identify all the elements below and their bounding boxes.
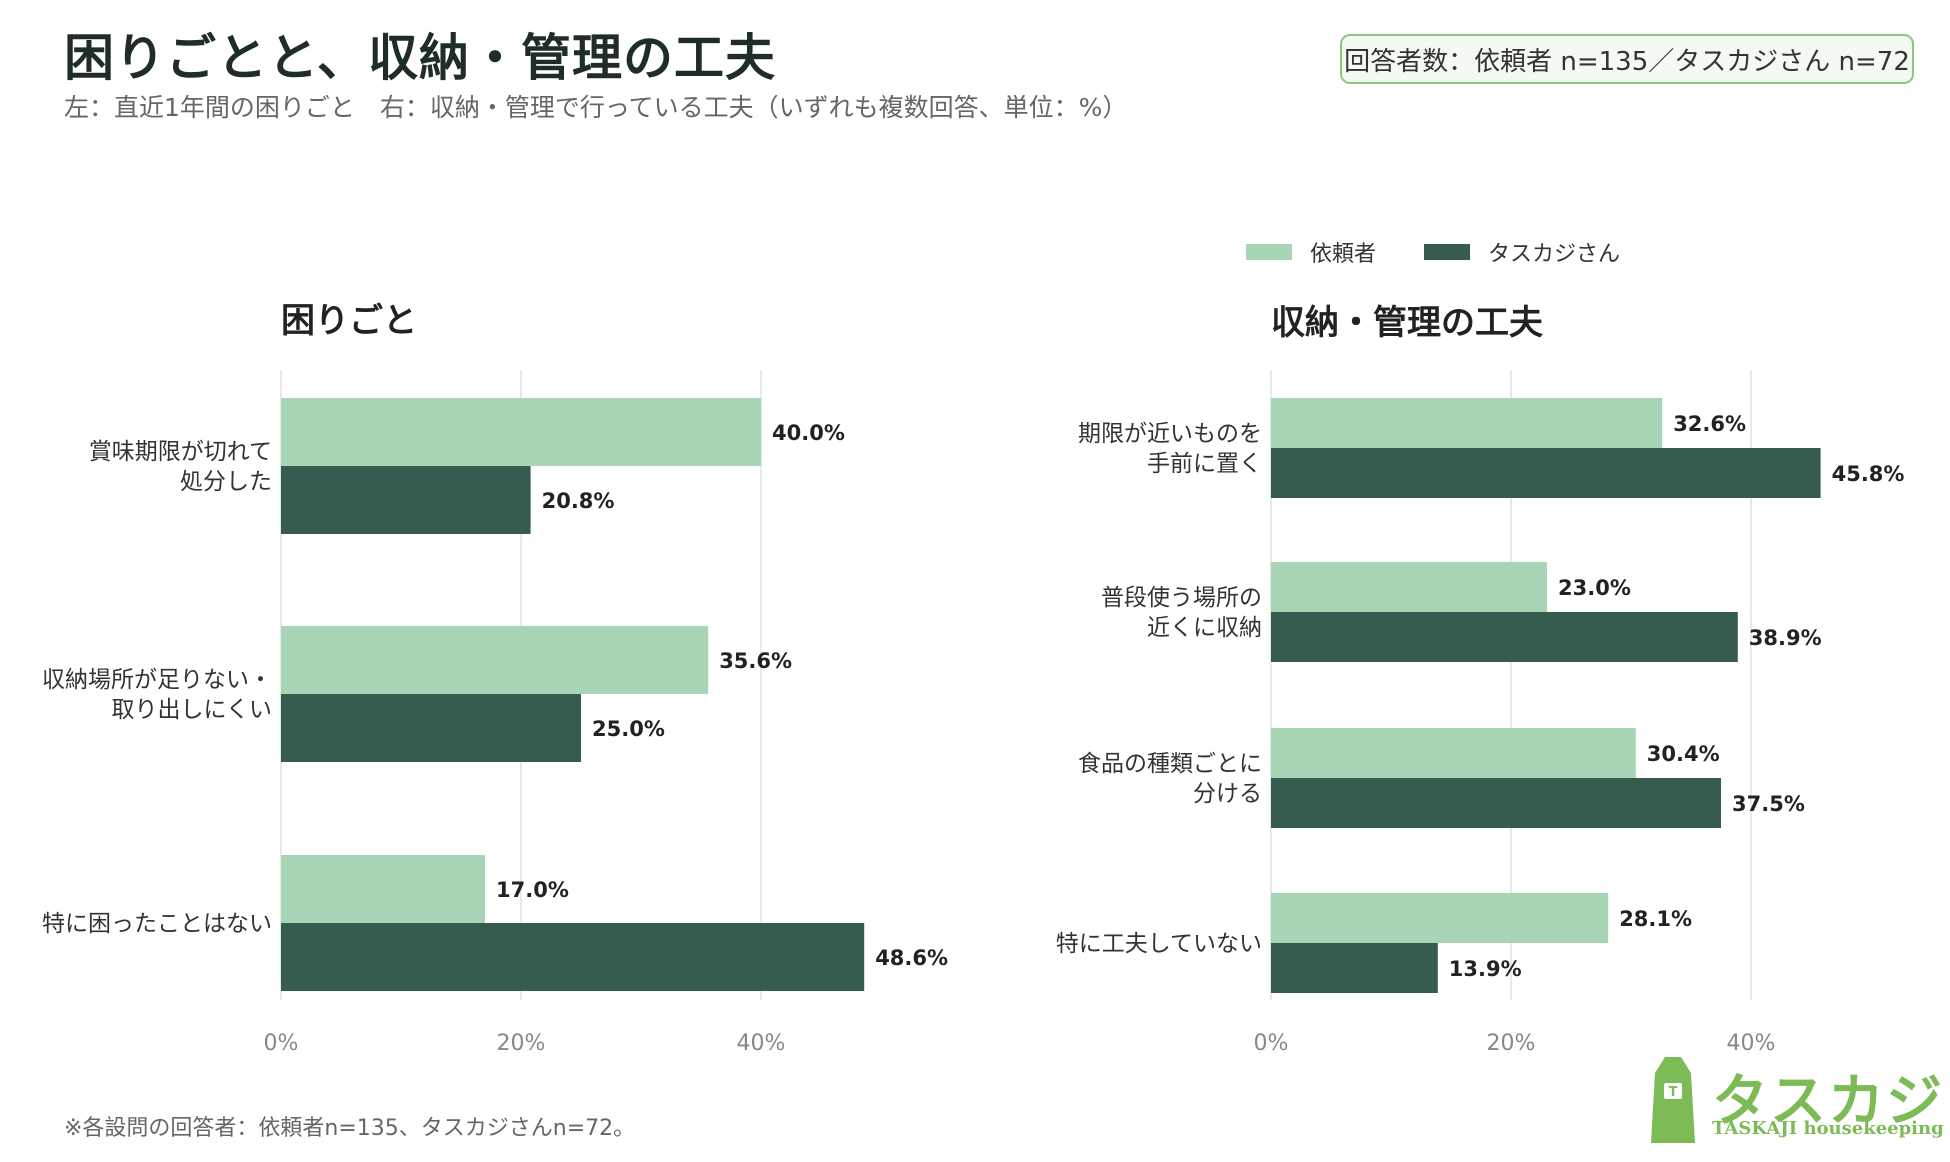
chart-1-data-label: 28.1% xyxy=(1619,907,1692,931)
chart-1-data-label: 23.0% xyxy=(1558,576,1631,600)
legend-swatch-client xyxy=(1246,244,1292,260)
page-title: 困りごとと、収納・管理の工夫 xyxy=(64,29,776,87)
legend-label-staff: タスカジさん xyxy=(1488,242,1621,267)
chart-1-category-label: 普段使う場所の xyxy=(1101,585,1262,611)
chart-1-bar xyxy=(1271,398,1663,448)
chart-0-data-label: 25.0% xyxy=(592,717,665,741)
chart-1-data-label: 30.4% xyxy=(1647,742,1720,766)
chart-0-bar xyxy=(281,923,865,991)
chart-1-category-label: 手前に置く xyxy=(1147,451,1262,477)
chart-0-tick-label: 20% xyxy=(497,1031,546,1056)
chart-0-data-label: 20.8% xyxy=(542,489,615,513)
chart-1-data-label: 38.9% xyxy=(1749,626,1822,650)
chart-0-bar xyxy=(281,466,531,534)
respondent-badge: 回答者数：依頼者 n=135／タスカジさん n=72 xyxy=(1340,34,1914,84)
page-subtitle: 左：直近1年間の困りごと 右：収納・管理で行っている工夫（いずれも複数回答、単位… xyxy=(64,93,1128,122)
apron-icon: T xyxy=(1651,1057,1695,1143)
chart-0-data-label: 35.6% xyxy=(719,649,792,673)
chart-1-bar xyxy=(1271,612,1738,662)
chart-1-bar xyxy=(1271,562,1547,612)
chart-0-data-label: 17.0% xyxy=(496,878,569,902)
chart-0-tick-label: 0% xyxy=(264,1031,299,1056)
legend-label-client: 依頼者 xyxy=(1310,242,1377,267)
legend: 依頼者 タスカジさん xyxy=(1246,236,1668,268)
chart-1-bar xyxy=(1271,728,1636,778)
logo: T xyxy=(1651,1057,1695,1143)
logo-text: タスカジ xyxy=(1712,1069,1944,1134)
chart-1-data-label: 37.5% xyxy=(1732,792,1805,816)
chart-0-tick-label: 40% xyxy=(737,1031,786,1056)
chart-1-tick-label: 0% xyxy=(1254,1031,1289,1056)
chart-0-category-label: 特に困ったことはない xyxy=(42,911,272,937)
chart-1-bar xyxy=(1271,448,1821,498)
chart-0-data-label: 40.0% xyxy=(772,421,845,445)
chart-1-category-label: 特に工夫していない xyxy=(1056,931,1262,957)
chart-1-tick-label: 40% xyxy=(1727,1031,1776,1056)
chart-1-data-label: 32.6% xyxy=(1673,412,1746,436)
chart-0-category-label: 賞味期限が切れて xyxy=(89,439,272,465)
chart-0-bar xyxy=(281,855,485,923)
chart-0-category-label: 収納場所が足りない・ xyxy=(42,667,272,693)
legend-swatch-staff xyxy=(1424,244,1471,260)
chart-1-title: 収納・管理の工夫 xyxy=(1271,303,1544,343)
chart-1-data-label: 45.8% xyxy=(1832,462,1905,486)
chart-1-category-label: 期限が近いものを xyxy=(1078,421,1262,447)
chart-0-bar xyxy=(281,694,581,762)
chart-1-category-label: 分ける xyxy=(1193,781,1262,807)
logo-subtext: TASKAJI housekeeping xyxy=(1712,1118,1944,1139)
chart-1-bar xyxy=(1271,893,1609,943)
svg-text:T: T xyxy=(1669,1085,1678,1100)
chart-0-bar xyxy=(281,626,709,694)
legend-item-staff: タスカジさん xyxy=(1424,236,1620,268)
chart-0-bar xyxy=(281,398,761,466)
chart-1-bar xyxy=(1271,778,1721,828)
chart-0-data-label: 48.6% xyxy=(875,946,948,970)
respondent-badge-text: 回答者数：依頼者 n=135／タスカジさん n=72 xyxy=(1344,46,1910,77)
chart-0-category-label: 取り出しにくい xyxy=(111,697,272,723)
chart-0-title: 困りごと xyxy=(281,301,417,341)
chart-1-tick-label: 20% xyxy=(1487,1031,1536,1056)
legend-item-client: 依頼者 xyxy=(1246,236,1376,268)
footnote: ※各設問の回答者：依頼者n=135、タスカジさんn=72。 xyxy=(64,1116,636,1141)
chart-0-category-label: 処分した xyxy=(180,469,272,495)
chart-1-category-label: 近くに収納 xyxy=(1147,615,1262,641)
chart-1-category-label: 食品の種類ごとに xyxy=(1078,751,1262,777)
chart-1-data-label: 13.9% xyxy=(1449,957,1522,981)
chart-1-bar xyxy=(1271,943,1438,993)
